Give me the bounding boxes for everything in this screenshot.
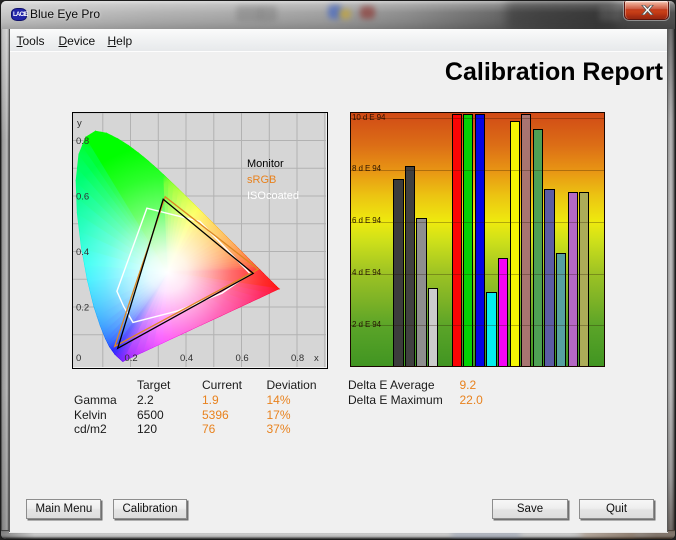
svg-text:0.8: 0.8	[76, 136, 89, 147]
svg-text:ISOcoated: ISOcoated	[247, 190, 299, 202]
svg-text:0.8: 0.8	[291, 353, 304, 364]
svg-text:Monitor: Monitor	[247, 158, 284, 170]
svg-text:0.6: 0.6	[236, 353, 249, 364]
svg-text:sRGB: sRGB	[247, 174, 276, 186]
svg-text:0: 0	[76, 353, 81, 364]
svg-text:x: x	[314, 353, 319, 364]
svg-text:0.2: 0.2	[76, 302, 89, 313]
svg-text:0.4: 0.4	[76, 247, 89, 258]
svg-text:y: y	[77, 118, 82, 129]
svg-text:0.4: 0.4	[180, 353, 193, 364]
svg-text:0.2: 0.2	[125, 353, 138, 364]
svg-text:0.6: 0.6	[76, 191, 89, 202]
